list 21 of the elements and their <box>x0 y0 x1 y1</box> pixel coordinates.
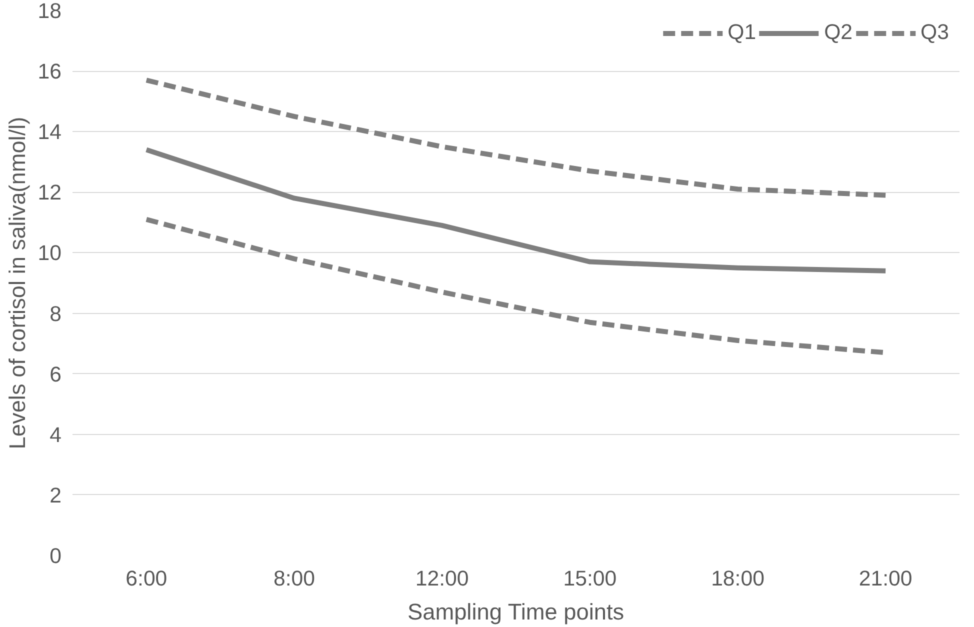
y-tick-label: 18 <box>38 0 62 23</box>
x-tick-label: 18:00 <box>711 566 765 590</box>
x-tick-label: 21:00 <box>858 566 912 590</box>
y-tick-label: 14 <box>38 120 62 144</box>
y-tick-label: 8 <box>50 302 62 326</box>
y-tick-label: 0 <box>50 544 62 568</box>
x-tick-label: 6:00 <box>126 566 168 590</box>
y-axis-title: Levels of cortisol in saliva(nmol/l) <box>4 116 30 450</box>
x-tick-label: 12:00 <box>415 566 469 590</box>
x-tick-label: 15:00 <box>563 566 617 590</box>
y-tick-label: 2 <box>50 483 62 508</box>
legend-label: Q3 <box>920 20 949 45</box>
legend-label: Q2 <box>824 20 853 45</box>
y-tick-label: 10 <box>38 241 62 266</box>
y-tick-label: 4 <box>50 422 62 447</box>
y-tick-label: 6 <box>50 362 62 386</box>
y-tick-label: 16 <box>38 60 62 84</box>
y-tick-label: 12 <box>38 180 62 205</box>
legend-label: Q1 <box>728 20 756 45</box>
x-axis-title: Sampling Time points <box>408 598 624 624</box>
x-tick-label: 8:00 <box>273 566 316 590</box>
